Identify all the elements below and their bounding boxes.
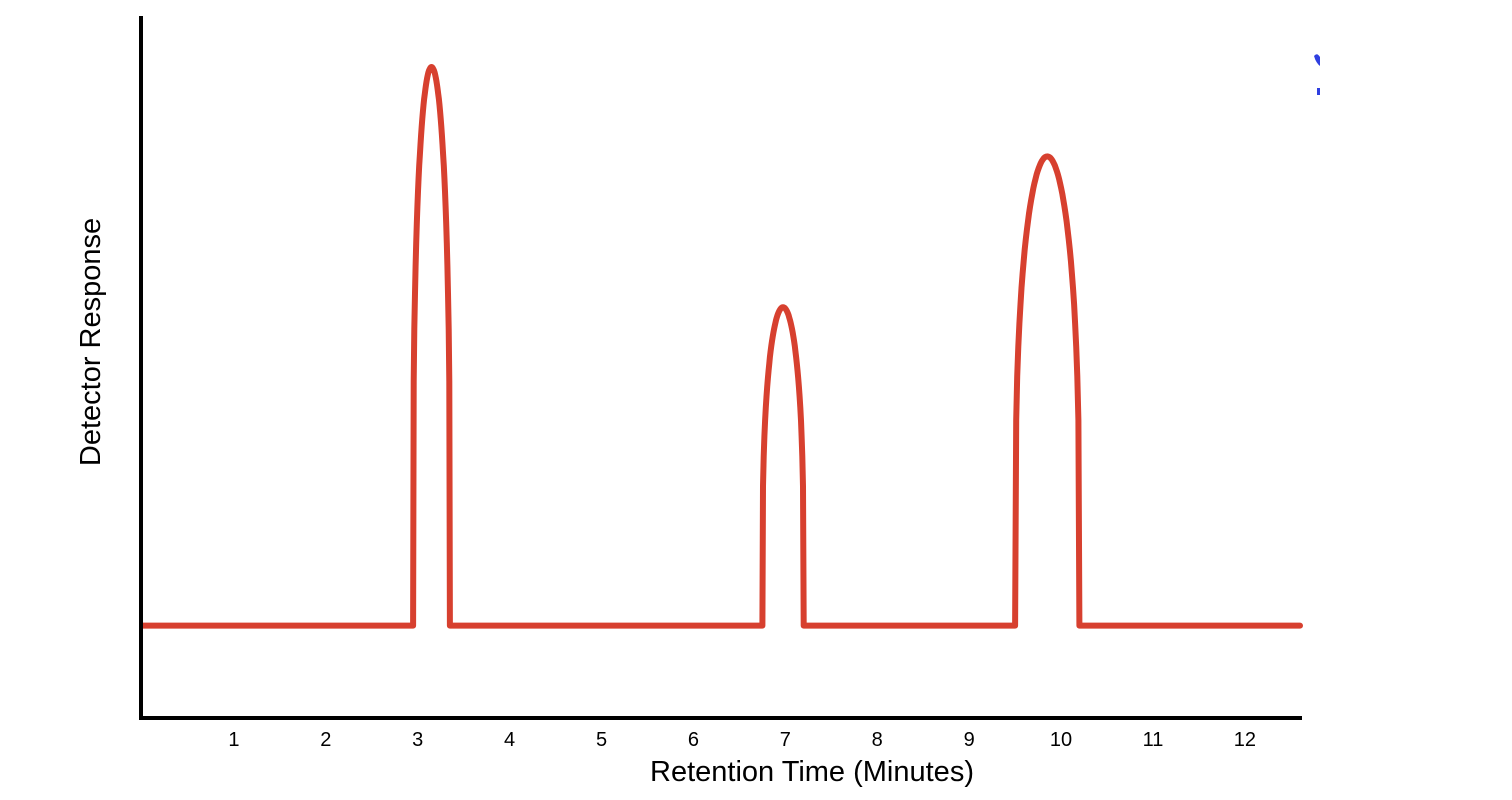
blue-marker-icon [1314, 54, 1320, 95]
chromatogram-trace [139, 64, 1303, 629]
chart-marks [139, 64, 1303, 629]
x-tick-label: 11 [1143, 729, 1164, 751]
x-tick-label: 5 [596, 729, 607, 751]
chart-axes [139, 16, 1302, 720]
x-tick-label: 9 [964, 729, 975, 751]
blue-marker-mark [1314, 54, 1320, 66]
y-axis-title: Detector Response [75, 218, 107, 466]
x-tick-label: 4 [504, 729, 515, 751]
x-tick-labels: 1 2 3 4 5 6 7 8 9 10 11 12 [228, 729, 1256, 751]
x-tick-label: 8 [872, 729, 883, 751]
x-tick-label: 10 [1050, 729, 1072, 751]
x-tick-label: 6 [688, 729, 699, 751]
x-tick-label: 7 [780, 729, 791, 751]
x-tick-label: 1 [228, 729, 239, 751]
x-tick-label: 3 [412, 729, 423, 751]
x-axis-title: Retention Time (Minutes) [650, 756, 974, 788]
x-tick-label: 12 [1234, 729, 1256, 751]
blue-marker-mark [1317, 88, 1320, 95]
x-tick-label: 2 [320, 729, 331, 751]
